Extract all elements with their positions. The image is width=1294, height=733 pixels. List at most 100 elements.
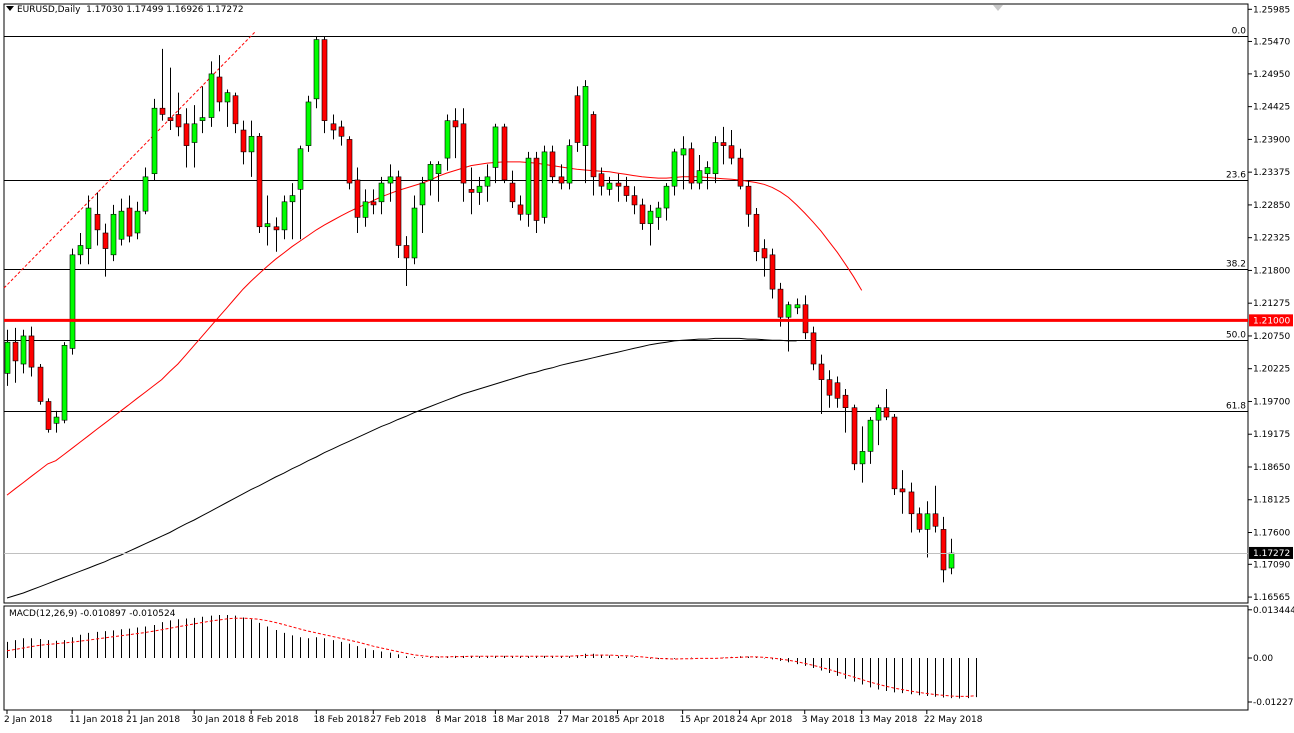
bearish-candle (623, 185, 630, 196)
bearish-candle (851, 407, 858, 465)
price-tick-label: 1.25985 (1253, 5, 1290, 15)
moving-average-black (6, 337, 797, 599)
bullish-candle (655, 207, 662, 218)
bearish-candle (802, 304, 809, 334)
bearish-candle (908, 491, 915, 515)
time-tick-label: 18 Mar 2018 (492, 715, 549, 725)
bearish-candle (256, 135, 263, 228)
bullish-candle (191, 123, 198, 143)
bullish-candle (110, 213, 117, 256)
bullish-candle (867, 419, 874, 452)
bearish-candle (688, 148, 695, 184)
price-tick-label: 1.18125 (1253, 496, 1290, 506)
bearish-candle (720, 142, 727, 146)
price-tick-label: 1.16565 (1253, 593, 1290, 603)
fib-label: 61.8 (1226, 402, 1246, 412)
bearish-candle (834, 382, 841, 399)
bullish-candle (20, 335, 27, 365)
bullish-candle (492, 126, 499, 168)
time-tick-label: 13 May 2018 (859, 715, 918, 725)
chart-shift-icon[interactable] (993, 5, 1003, 11)
price-tick-label: 1.17600 (1253, 528, 1290, 538)
bullish-candle (606, 182, 613, 190)
chart-frame (3, 3, 1249, 711)
time-tick-label: 11 Jan 2018 (69, 715, 123, 725)
bearish-candle (395, 176, 402, 246)
time-tick-label: 22 May 2018 (924, 715, 983, 725)
price-tick-label: 1.20225 (1253, 365, 1290, 375)
bearish-candle (240, 129, 247, 153)
bullish-candle (411, 207, 418, 259)
bearish-candle (639, 204, 646, 224)
bearish-candle (615, 182, 622, 187)
bearish-candle (403, 245, 410, 259)
moving-averages (6, 161, 863, 599)
price-tick-label: 1.24425 (1253, 103, 1290, 113)
time-tick-label: 27 Feb 2018 (370, 715, 426, 725)
bearish-candle (940, 529, 947, 571)
bullish-candle (248, 135, 255, 153)
price-tick-label: 1.25470 (1253, 37, 1290, 47)
bullish-candle (484, 176, 491, 187)
bullish-candle (712, 142, 719, 175)
bearish-candle (818, 363, 825, 380)
current-price-badge-label: 1.17272 (1253, 549, 1290, 559)
bearish-candle (891, 416, 898, 490)
bullish-candle (476, 185, 483, 193)
symbol-label: EURUSD,Daily (17, 5, 81, 15)
bullish-candle (224, 92, 231, 103)
bullish-candle (582, 86, 589, 146)
price-tick-label: 1.18650 (1253, 463, 1290, 473)
bearish-candle (842, 394, 849, 409)
price-tick-label: 1.21800 (1253, 266, 1290, 276)
bearish-candle (232, 95, 239, 125)
bearish-candle (346, 139, 353, 184)
bearish-candle (102, 232, 109, 249)
bullish-candle (142, 176, 149, 212)
bullish-candle (378, 182, 385, 203)
macd-tick-label: 0.00 (1253, 654, 1273, 664)
bearish-candle (517, 204, 524, 215)
price-tick-label: 1.19700 (1253, 397, 1290, 407)
price-tick-label: 1.22850 (1253, 201, 1290, 211)
bullish-candle (208, 73, 215, 118)
candlesticks (4, 36, 955, 583)
level-badge (1249, 314, 1293, 327)
bearish-candle (159, 107, 166, 115)
time-tick-label: 2 Jan 2018 (4, 715, 52, 725)
bearish-candle (574, 95, 581, 143)
bearish-candle (883, 407, 890, 418)
bearish-candle (94, 213, 101, 231)
bullish-candle (794, 304, 801, 309)
bearish-candle (273, 226, 280, 231)
price-levels (4, 318, 1248, 554)
bearish-candle (126, 207, 133, 237)
price-tick-label: 1.19175 (1253, 430, 1290, 440)
dropdown-triangle-icon[interactable] (6, 6, 14, 11)
bearish-candle (12, 341, 19, 362)
bearish-candle (916, 513, 923, 530)
macd-header: MACD(12,26,9) -0.010897 -0.010524 (9, 609, 176, 619)
bullish-candle (118, 210, 125, 240)
time-tick-label: 30 Jan 2018 (191, 715, 245, 725)
bearish-candle (549, 151, 556, 178)
bearish-candle (826, 379, 833, 396)
chart-header: EURUSD,Daily 1.17030 1.17499 1.16926 1.1… (6, 5, 244, 15)
price-tick-label: 1.22325 (1253, 234, 1290, 244)
bullish-candle (313, 39, 320, 100)
time-tick-label: 15 Apr 2018 (680, 715, 736, 725)
bearish-candle (769, 254, 776, 290)
bearish-candle (45, 401, 52, 430)
bullish-candle (859, 451, 866, 465)
bullish-candle (948, 552, 955, 569)
bullish-candle (387, 176, 394, 184)
macd-panel: 0.013444 0.00 -0.01227 (6, 606, 1294, 708)
bullish-candle (199, 117, 206, 121)
bullish-candle (435, 164, 442, 175)
bullish-candle (289, 195, 296, 203)
bearish-candle (932, 513, 939, 527)
bearish-candle (37, 366, 44, 402)
bullish-candle (647, 210, 654, 224)
bullish-candle (444, 120, 451, 159)
